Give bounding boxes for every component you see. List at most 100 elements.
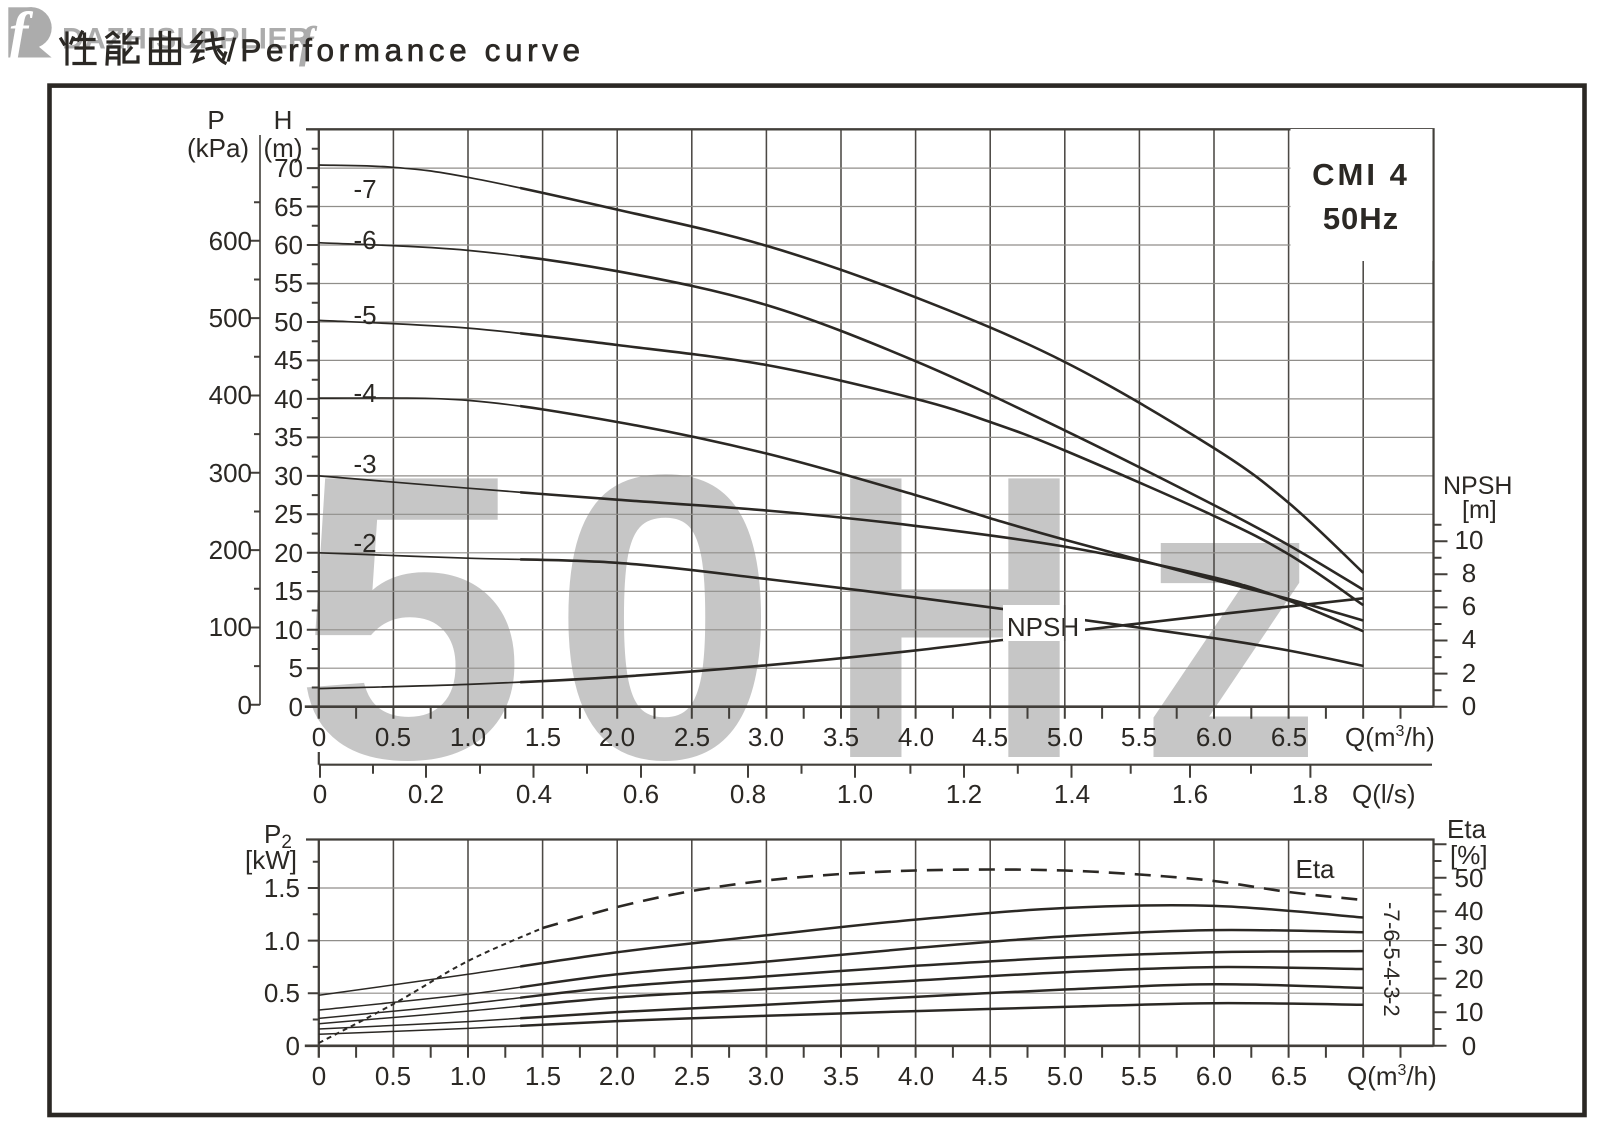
svg-text:0: 0 [313, 779, 327, 809]
svg-text:10: 10 [1455, 997, 1484, 1027]
svg-text:500: 500 [209, 303, 252, 333]
svg-text:6.5: 6.5 [1271, 1061, 1307, 1091]
svg-text:1.5: 1.5 [264, 873, 300, 903]
svg-text:50: 50 [274, 307, 303, 337]
svg-text:5.5: 5.5 [1121, 1061, 1157, 1091]
svg-text:30: 30 [1455, 930, 1484, 960]
svg-text:0: 0 [1462, 691, 1476, 721]
svg-text:0.5: 0.5 [375, 1061, 411, 1091]
svg-text:Eta: Eta [1447, 814, 1487, 844]
svg-text:1.5: 1.5 [525, 722, 561, 752]
svg-text:NPSH: NPSH [1443, 472, 1512, 500]
svg-text:15: 15 [274, 576, 303, 606]
svg-text:20: 20 [1455, 964, 1484, 994]
svg-text:0.4: 0.4 [516, 779, 552, 809]
svg-text:50Hz: 50Hz [1323, 201, 1399, 236]
svg-text:Q(l/s): Q(l/s) [1352, 779, 1416, 809]
svg-text:P: P [207, 105, 224, 135]
svg-text:1.5: 1.5 [525, 1061, 561, 1091]
svg-text:H: H [274, 105, 293, 135]
svg-text:[kW]: [kW] [245, 845, 297, 875]
svg-text:0: 0 [552, 390, 777, 843]
svg-text:1.0: 1.0 [450, 722, 486, 752]
svg-text:0: 0 [312, 722, 326, 752]
svg-text:40: 40 [1455, 896, 1484, 926]
svg-text:5.0: 5.0 [1047, 722, 1083, 752]
svg-text:CMI 4: CMI 4 [1312, 157, 1410, 192]
svg-text:5.5: 5.5 [1121, 722, 1157, 752]
svg-text:200: 200 [209, 535, 252, 565]
svg-text:0: 0 [238, 690, 252, 720]
svg-text:-2: -2 [1379, 997, 1404, 1017]
svg-text:60: 60 [274, 230, 303, 260]
svg-text:Eta: Eta [1295, 854, 1335, 884]
svg-text:50: 50 [1455, 863, 1484, 893]
svg-text:30: 30 [274, 461, 303, 491]
svg-text:0.8: 0.8 [730, 779, 766, 809]
svg-text:0.5: 0.5 [375, 722, 411, 752]
svg-text:-5: -5 [353, 300, 376, 330]
svg-text:z: z [1139, 390, 1321, 843]
svg-text:45: 45 [274, 345, 303, 375]
svg-text:4.5: 4.5 [972, 1061, 1008, 1091]
svg-text:6: 6 [1462, 591, 1476, 621]
svg-text:-3: -3 [353, 449, 376, 479]
svg-text:1.2: 1.2 [946, 779, 982, 809]
svg-text:0.5: 0.5 [264, 978, 300, 1008]
svg-text:[m]: [m] [1462, 496, 1497, 524]
svg-text:100: 100 [209, 612, 252, 642]
svg-text:-5: -5 [1379, 940, 1404, 960]
svg-text:3.0: 3.0 [748, 722, 784, 752]
svg-text:-6: -6 [1379, 922, 1404, 942]
svg-text:Q(m3/h): Q(m3/h) [1345, 722, 1435, 752]
svg-text:4: 4 [1462, 624, 1476, 654]
svg-text:8: 8 [1462, 558, 1476, 588]
svg-text:3.5: 3.5 [823, 722, 859, 752]
svg-text:5.0: 5.0 [1047, 1061, 1083, 1091]
svg-text:600: 600 [209, 226, 252, 256]
svg-text:-4: -4 [353, 378, 376, 408]
svg-text:55: 55 [274, 268, 303, 298]
svg-text:1.8: 1.8 [1292, 779, 1328, 809]
svg-text:65: 65 [274, 192, 303, 222]
svg-text:4.0: 4.0 [898, 1061, 934, 1091]
svg-text:4.0: 4.0 [898, 722, 934, 752]
svg-text:10: 10 [1455, 525, 1484, 555]
svg-text:2.0: 2.0 [599, 1061, 635, 1091]
svg-text:0: 0 [1462, 1031, 1476, 1061]
svg-text:-3: -3 [1379, 979, 1404, 999]
svg-text:-7: -7 [353, 174, 376, 204]
svg-text:4.5: 4.5 [972, 722, 1008, 752]
svg-text:6.0: 6.0 [1196, 722, 1232, 752]
svg-text:35: 35 [274, 422, 303, 452]
svg-text:[%]: [%] [1450, 840, 1488, 870]
svg-text:6.5: 6.5 [1271, 722, 1307, 752]
svg-text:0: 0 [312, 1061, 326, 1091]
svg-text:NPSH: NPSH [1007, 612, 1079, 642]
svg-text:/Performance curve: /Performance curve [227, 32, 585, 68]
svg-text:1.0: 1.0 [264, 926, 300, 956]
svg-text:2.5: 2.5 [674, 1061, 710, 1091]
svg-text:1.6: 1.6 [1172, 779, 1208, 809]
svg-text:25: 25 [274, 499, 303, 529]
svg-text:1.0: 1.0 [450, 1061, 486, 1091]
svg-text:5: 5 [294, 392, 526, 844]
svg-text:10: 10 [274, 615, 303, 645]
svg-text:70: 70 [274, 153, 303, 183]
svg-text:2.5: 2.5 [674, 722, 710, 752]
svg-text:1.4: 1.4 [1054, 779, 1090, 809]
svg-text:Q(m3/h): Q(m3/h) [1347, 1061, 1437, 1091]
svg-text:-4: -4 [1379, 960, 1404, 980]
svg-text:-7: -7 [1379, 902, 1404, 922]
svg-text:20: 20 [274, 538, 303, 568]
svg-text:(kPa): (kPa) [187, 133, 249, 163]
svg-text:-2: -2 [353, 528, 376, 558]
svg-text:(m): (m) [264, 133, 303, 163]
svg-text:3.0: 3.0 [748, 1061, 784, 1091]
svg-text:5: 5 [289, 653, 303, 683]
svg-text:6.0: 6.0 [1196, 1061, 1232, 1091]
svg-text:0.2: 0.2 [408, 779, 444, 809]
svg-text:0: 0 [289, 692, 303, 722]
svg-text:0.6: 0.6 [623, 779, 659, 809]
svg-text:f: f [299, 18, 318, 67]
